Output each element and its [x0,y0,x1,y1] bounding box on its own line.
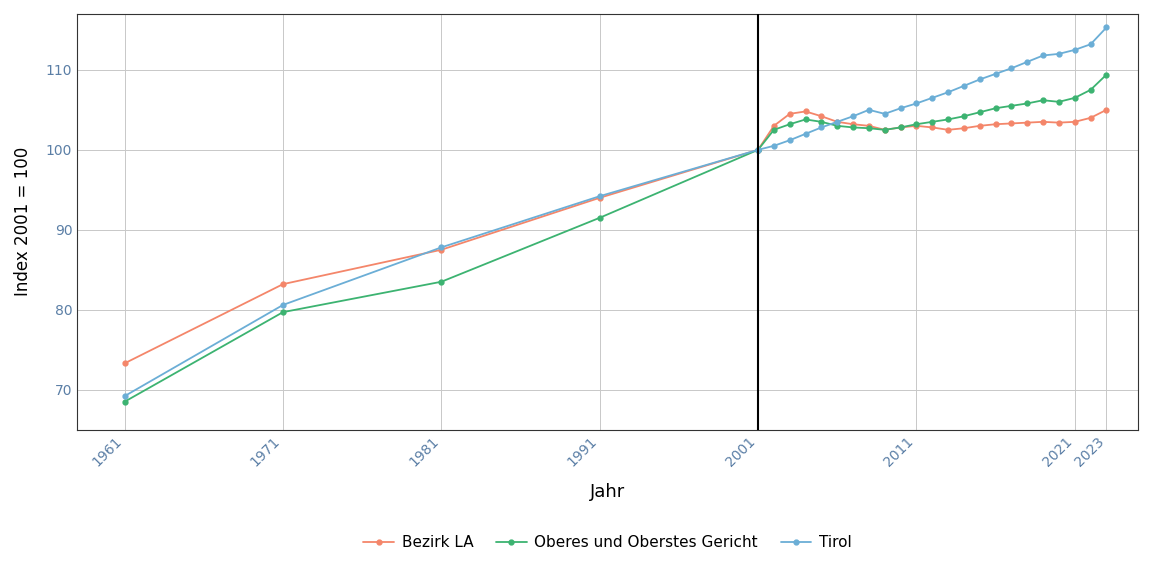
Bezirk LA [593,194,607,201]
X-axis label: Jahr: Jahr [590,483,626,502]
Line: Tirol: Tirol [122,147,760,399]
Tirol [434,244,448,251]
Line: Oberes und Oberstes Gericht: Oberes und Oberstes Gericht [122,147,760,404]
Tirol [751,146,765,153]
Legend: Bezirk LA, Oberes und Oberstes Gericht, Tirol: Bezirk LA, Oberes und Oberstes Gericht, … [357,529,858,556]
Oberes und Oberstes Gericht [118,398,131,405]
Bezirk LA [434,247,448,253]
Tirol [276,301,290,308]
Oberes und Oberstes Gericht [593,214,607,221]
Tirol [593,193,607,200]
Bezirk LA [276,281,290,287]
Bezirk LA [118,360,131,367]
Oberes und Oberstes Gericht [276,309,290,316]
Bezirk LA [751,146,765,153]
Oberes und Oberstes Gericht [751,146,765,153]
Oberes und Oberstes Gericht [434,278,448,285]
Y-axis label: Index 2001 = 100: Index 2001 = 100 [14,147,32,297]
Tirol [118,393,131,400]
Line: Bezirk LA: Bezirk LA [122,147,760,366]
